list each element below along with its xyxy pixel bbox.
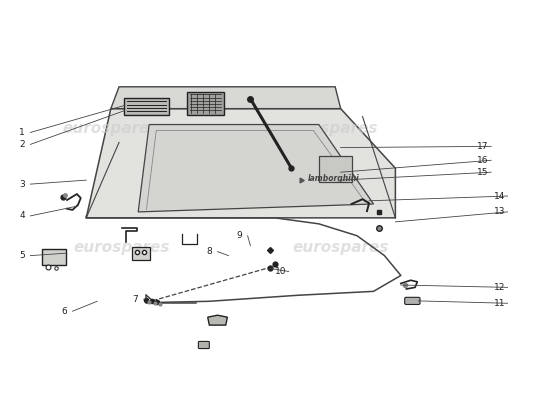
Text: 17: 17 [477, 142, 489, 151]
FancyBboxPatch shape [42, 249, 66, 265]
Text: eurospares: eurospares [293, 240, 389, 255]
Text: 1: 1 [19, 128, 25, 137]
Polygon shape [111, 87, 340, 109]
Text: 9: 9 [236, 231, 243, 240]
Polygon shape [138, 124, 373, 212]
Text: 15: 15 [477, 168, 489, 177]
Text: 8: 8 [206, 247, 212, 256]
Text: 3: 3 [19, 180, 25, 189]
Text: 5: 5 [19, 251, 25, 260]
Text: 12: 12 [494, 283, 505, 292]
Polygon shape [86, 109, 395, 218]
Polygon shape [208, 315, 227, 325]
Text: 16: 16 [477, 156, 489, 165]
FancyBboxPatch shape [405, 297, 420, 304]
FancyBboxPatch shape [132, 247, 150, 260]
Text: 4: 4 [19, 211, 25, 220]
FancyBboxPatch shape [124, 98, 169, 115]
Text: 7: 7 [133, 295, 139, 304]
Text: 10: 10 [274, 267, 286, 276]
Text: 6: 6 [62, 307, 67, 316]
Text: lamborghini: lamborghini [308, 174, 360, 183]
Text: eurospares: eurospares [74, 240, 170, 255]
Text: 11: 11 [493, 299, 505, 308]
Text: eurospares: eurospares [63, 121, 159, 136]
Text: 2: 2 [19, 140, 25, 149]
FancyBboxPatch shape [187, 92, 223, 115]
Text: eurospares: eurospares [282, 121, 378, 136]
FancyBboxPatch shape [319, 156, 351, 182]
Text: 13: 13 [493, 208, 505, 216]
FancyBboxPatch shape [199, 342, 210, 348]
Text: 14: 14 [494, 192, 505, 200]
